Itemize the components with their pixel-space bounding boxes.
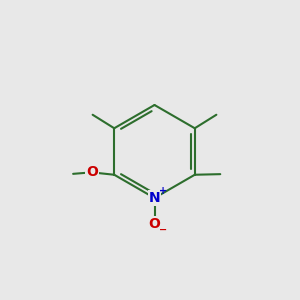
Text: +: + [158,186,167,197]
Text: N: N [149,191,160,205]
Text: −: − [158,225,167,235]
Text: O: O [86,165,98,179]
Text: O: O [148,218,160,231]
